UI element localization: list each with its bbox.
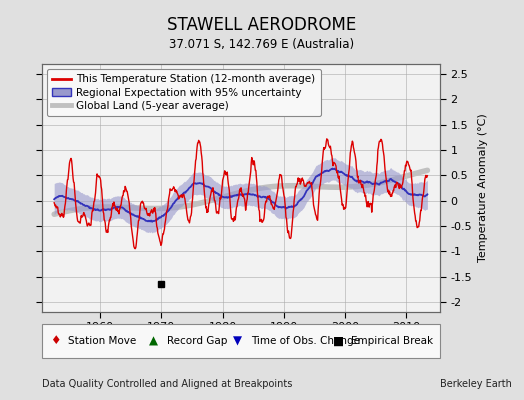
Text: STAWELL AERODROME: STAWELL AERODROME (167, 16, 357, 34)
FancyBboxPatch shape (42, 324, 440, 358)
Text: ▲: ▲ (149, 334, 158, 348)
Text: Data Quality Controlled and Aligned at Breakpoints: Data Quality Controlled and Aligned at B… (42, 379, 292, 389)
Text: Record Gap: Record Gap (167, 336, 228, 346)
Text: Station Move: Station Move (68, 336, 136, 346)
Text: ▼: ▼ (233, 334, 242, 348)
Text: Berkeley Earth: Berkeley Earth (440, 379, 512, 389)
Legend: This Temperature Station (12-month average), Regional Expectation with 95% uncer: This Temperature Station (12-month avera… (47, 69, 321, 116)
Text: ♦: ♦ (50, 334, 60, 348)
Text: Time of Obs. Change: Time of Obs. Change (251, 336, 360, 346)
Text: Empirical Break: Empirical Break (351, 336, 433, 346)
Text: 37.071 S, 142.769 E (Australia): 37.071 S, 142.769 E (Australia) (169, 38, 355, 51)
Y-axis label: Temperature Anomaly (°C): Temperature Anomaly (°C) (478, 114, 488, 262)
Text: ■: ■ (333, 334, 344, 348)
